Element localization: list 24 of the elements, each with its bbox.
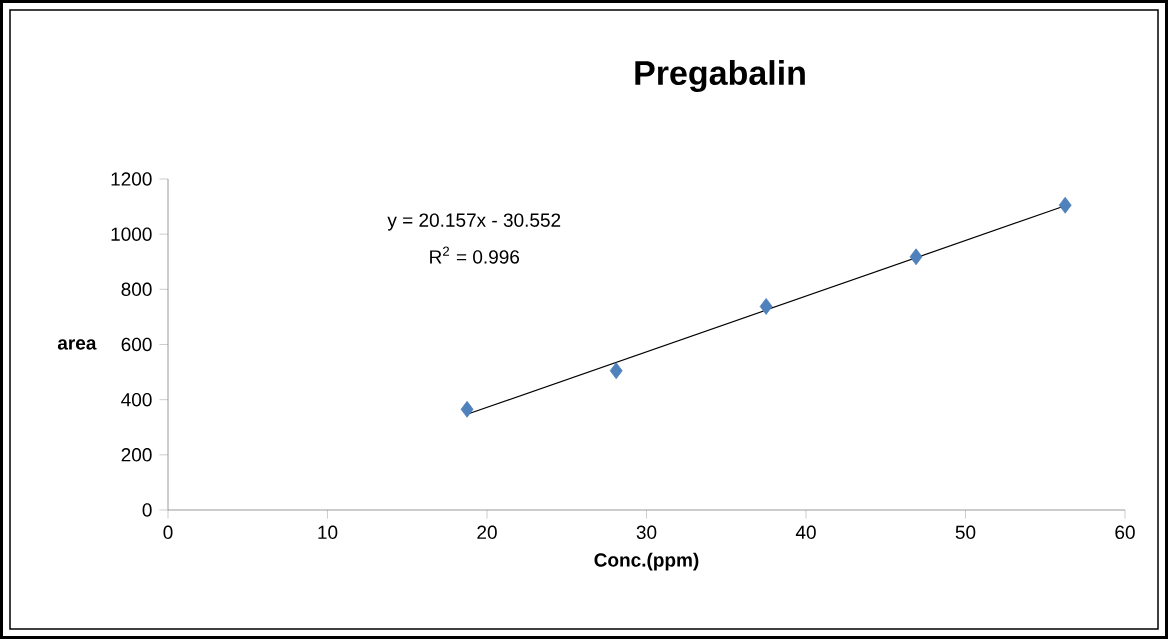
x-tick-label: 50: [955, 525, 976, 540]
y-tick-label: 400: [121, 392, 152, 407]
y-axis-title: area: [57, 339, 97, 350]
y-tick-label: 800: [121, 282, 152, 297]
point: [1058, 196, 1072, 214]
point: [909, 248, 923, 266]
chart-title: Pregabalin: [635, 60, 805, 92]
annotation: y = 20.157x - 30.552: [387, 213, 561, 231]
point: [759, 298, 773, 315]
y-tick-label: 200: [121, 448, 152, 462]
x-tick-label: 20: [477, 525, 497, 540]
x-tick-label: 30: [636, 525, 657, 540]
annotation: R$^{2}$ = 0.996: [430, 246, 520, 264]
point: [609, 362, 623, 380]
x-axis-title: Conc.(ppm): [594, 552, 699, 571]
y-tick-label: 1000: [111, 227, 152, 241]
x-tick-label: 60: [1115, 525, 1135, 540]
x-tick-label: 0: [163, 525, 173, 540]
x-tick-label: 10: [318, 525, 338, 540]
y-tick-label: 1200: [111, 172, 152, 186]
x-tick-label: 40: [795, 525, 816, 540]
y-tick-label: 600: [121, 337, 152, 352]
point: [460, 400, 474, 418]
y-tick-label: 0: [142, 503, 152, 517]
